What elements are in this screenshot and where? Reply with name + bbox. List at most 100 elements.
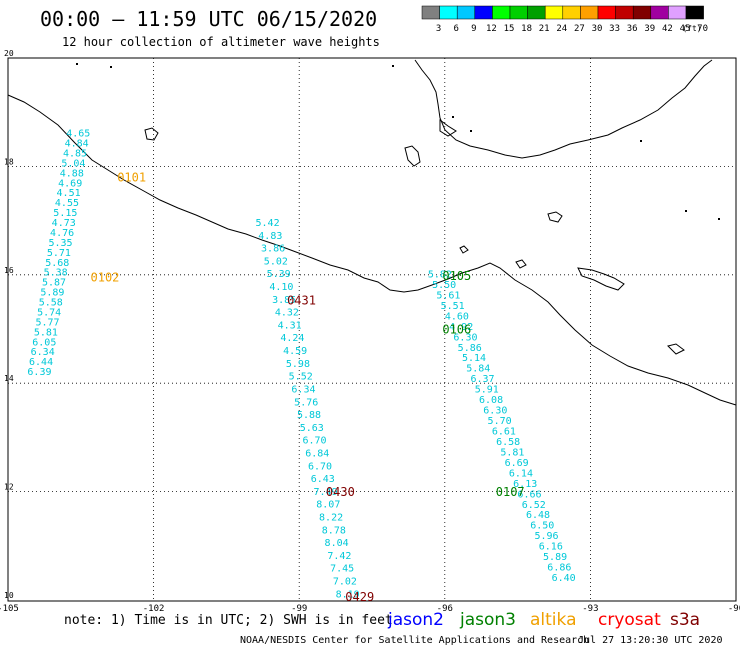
wave-height-label: 6.48: [526, 510, 550, 521]
lon-tick-label: -102: [143, 604, 165, 614]
pass-0105-track: 5.825.505.615.514.604.926.305.865.145.84…: [428, 270, 576, 585]
wave-height-label: 4.59: [283, 346, 307, 357]
pass-id-0105: 0105: [442, 269, 471, 283]
legend-label: 70: [697, 24, 708, 34]
islet-7: [470, 130, 472, 132]
wave-height-label: 6.40: [552, 573, 576, 584]
satellite-jason2: jason2: [387, 610, 444, 630]
wave-height-label: 4.92: [449, 322, 473, 333]
wave-height-label: 8.07: [316, 500, 340, 511]
legend-label: 39: [644, 24, 655, 34]
wave-height-label: 5.52: [289, 372, 313, 383]
wave-height-label: 6.70: [302, 436, 326, 447]
legend-swatch-15: [492, 5, 511, 20]
gulf-coastline-inner: [439, 119, 457, 137]
gulf-coastline: [414, 59, 713, 159]
wave-height-label: 6.13: [513, 479, 537, 490]
wave-height-label: 5.89: [543, 552, 567, 563]
wave-height-label: 6.86: [547, 563, 571, 574]
pass-id-0431: 0431: [287, 294, 316, 308]
wave-height-label: 8.78: [322, 525, 346, 536]
footer-timestamp: Jul 27 13:20:30 UTC 2020: [578, 635, 723, 646]
legend-label: 24: [556, 24, 567, 34]
wave-height-label: 5.39: [267, 269, 291, 280]
lon-tick-label: -99: [291, 604, 307, 614]
wave-height-label: 4.69: [58, 178, 82, 189]
legend-label: 33: [609, 24, 620, 34]
pacific-coastline: [7, 94, 737, 406]
wave-height-label: 4.32: [275, 308, 299, 319]
lat-tick-label: 18: [4, 157, 14, 166]
wave-height-label: 6.34: [291, 384, 315, 395]
wave-height-label: 6.05: [32, 337, 56, 348]
wave-height-label: 6.14: [509, 468, 533, 479]
wave-height-label: 4.76: [50, 228, 74, 239]
wave-height-label: 5.81: [500, 447, 524, 458]
lat-tick-label: 14: [4, 374, 14, 383]
island-4: [459, 245, 469, 254]
islet-8: [640, 140, 642, 142]
legend-label: 15: [504, 24, 515, 34]
wave-height-label: 3.86: [261, 244, 285, 255]
map-title: 00:00 – 11:59 UTC 06/15/2020: [40, 7, 377, 31]
lat-tick-label: 16: [4, 266, 14, 275]
legend-swatch-45: [668, 5, 687, 20]
legend-swatch-21: [527, 5, 546, 20]
satellite-legend: jason2 jason3 altika cryosat s3a: [387, 610, 700, 630]
legend-label: 9: [471, 24, 476, 34]
legend-label: 30: [592, 24, 603, 34]
wave-height-label: 4.83: [258, 231, 282, 242]
lat-tick-label: 12: [4, 483, 14, 492]
satellite-jason3: jason3: [459, 610, 516, 630]
wave-height-label: 5.42: [256, 218, 280, 229]
wave-height-label: 5.35: [48, 238, 72, 249]
coastline: [7, 59, 737, 406]
wave-height-label: 6.34: [31, 347, 55, 358]
islet-1: [76, 63, 78, 65]
wave-height-label: 4.60: [445, 311, 469, 322]
legend-label: 18: [521, 24, 532, 34]
wave-height-label: 5.68: [45, 258, 69, 269]
wave-height-label: 5.84: [466, 364, 490, 375]
wave-height-label: 4.55: [55, 198, 79, 209]
wave-height-label: 5.61: [436, 290, 460, 301]
satellite-altika: altika: [530, 610, 577, 630]
wave-height-label: 5.81: [34, 327, 58, 338]
map-subtitle: 12 hour collection of altimeter wave hei…: [62, 35, 380, 49]
lon-tick-label: -90: [728, 604, 740, 614]
wave-height-label: 5.82: [428, 270, 452, 281]
wave-height-label: 7.02: [333, 576, 357, 587]
wave-height-label: 5.15: [53, 208, 77, 219]
lagoon-outline: [404, 145, 421, 167]
island-3: [515, 259, 527, 269]
lon-tick-label: -105: [0, 604, 19, 614]
legend-label: 21: [539, 24, 550, 34]
wave-height-label: 6.58: [496, 437, 520, 448]
satellite-passes: 4.654.844.855.044.884.694.514.555.154.73…: [27, 129, 575, 604]
wave-height-label: 5.74: [37, 307, 61, 318]
wave-height-label: 5.91: [475, 385, 499, 396]
wave-height-label: 4.85: [63, 148, 87, 159]
wave-height-label: 4.88: [60, 168, 84, 179]
wave-height-label: 7.42: [327, 551, 351, 562]
legend-label: 6: [453, 24, 458, 34]
wave-height-label: 4.84: [65, 139, 89, 150]
islet-3: [392, 65, 394, 67]
wave-height-label: 5.02: [264, 256, 288, 267]
wave-height-label: 5.71: [47, 248, 71, 259]
pass-id-0101: 0101: [117, 171, 146, 185]
wave-height-label: 7.45: [330, 564, 354, 575]
legend-swatch-3: [421, 5, 440, 20]
legend-swatch-36: [615, 5, 634, 20]
wave-height-label: 6.70: [308, 461, 332, 472]
wave-height-label: 5.89: [40, 288, 64, 299]
satellite-cryosat: cryosat: [598, 610, 661, 630]
wave-height-label: 5.88: [297, 410, 321, 421]
legend-label: 27: [574, 24, 585, 34]
islet-5: [718, 218, 720, 220]
lat-tick-label: 20: [4, 49, 14, 58]
pass-id-0107: 0107: [496, 485, 525, 499]
legend-swatch-18: [509, 5, 528, 20]
